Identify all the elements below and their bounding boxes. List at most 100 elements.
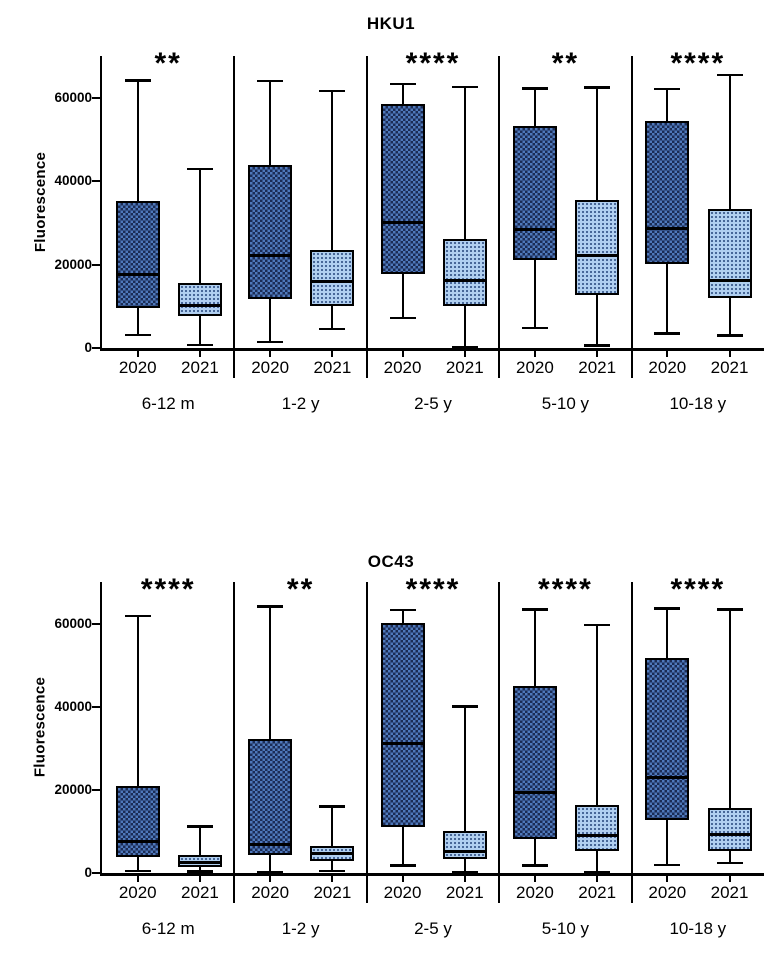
x-tick-mark — [533, 876, 536, 882]
year-label: 2021 — [710, 883, 749, 902]
y-tick-mark — [92, 622, 101, 625]
box-2021 — [575, 805, 620, 851]
year-label: 2020 — [648, 883, 687, 902]
y-tick-label: 40000 — [54, 173, 92, 189]
whisker-cap-top — [584, 623, 611, 627]
group-divider — [365, 56, 368, 378]
group-label: 2-5 y — [414, 919, 452, 938]
box-2021 — [177, 282, 222, 317]
group-label: 1-2 y — [281, 394, 320, 413]
group-label: 5-10 y — [541, 394, 590, 413]
median-line — [382, 221, 423, 225]
year-label: 2020 — [516, 883, 554, 902]
box-2021 — [310, 250, 355, 306]
median-line — [709, 832, 750, 836]
group-label: 1-2 y — [281, 919, 320, 938]
group-label: 6-12 m — [141, 394, 195, 413]
x-tick-mark — [666, 351, 669, 357]
whisker-cap-bottom — [521, 864, 548, 867]
y-tick-mark — [92, 705, 101, 708]
whisker-cap-bottom — [389, 316, 416, 320]
year-label: 2021 — [313, 358, 352, 377]
year-label: 2021 — [313, 883, 352, 902]
median-line — [250, 843, 291, 847]
whisker-cap-top — [186, 167, 213, 171]
year-label: 2021 — [445, 358, 484, 377]
year-label: 2021 — [578, 358, 617, 377]
y-tick-mark — [92, 347, 101, 349]
x-tick-mark — [728, 351, 731, 357]
whisker-cap-top — [716, 73, 743, 77]
whisker-cap-top — [654, 607, 681, 610]
x-tick-mark — [728, 876, 731, 882]
whisker-cap-top — [257, 79, 284, 83]
y-tick-mark — [92, 96, 101, 99]
median-line — [514, 791, 555, 795]
box-2020 — [248, 165, 293, 299]
chart-title: OC43 — [367, 552, 415, 571]
x-tick-mark — [269, 876, 272, 882]
x-tick-mark — [401, 876, 404, 882]
group-divider — [498, 56, 501, 378]
x-tick-mark — [198, 351, 201, 357]
whisker — [198, 168, 201, 345]
whisker-cap-bottom — [124, 869, 151, 873]
group-label: 2-5 y — [414, 394, 452, 413]
x-tick-mark — [331, 876, 334, 882]
plot-area: ** 6-12 m 2020 2021 1-2 y 2020 2021 **** 2-5 y 20… — [100, 49, 764, 413]
x-tick-mark — [331, 351, 334, 357]
whisker — [463, 706, 466, 873]
median-line — [312, 279, 353, 283]
whisker — [331, 806, 334, 871]
significance-stars: **** — [670, 573, 726, 606]
y-tick-label: 40000 — [54, 698, 92, 714]
whisker-cap-bottom — [451, 345, 478, 349]
box-2021 — [707, 209, 752, 299]
significance-stars: **** — [538, 573, 593, 606]
significance-stars: ** — [154, 47, 182, 80]
year-label: 2020 — [383, 883, 422, 902]
group-divider — [365, 582, 368, 903]
whisker-cap-top — [389, 82, 416, 86]
whisker-cap-top — [186, 825, 213, 828]
whisker-cap-bottom — [319, 869, 346, 873]
whisker-cap-bottom — [521, 326, 548, 330]
whisker-cap-bottom — [186, 343, 213, 347]
whisker-cap-top — [124, 79, 151, 82]
box-2020 — [115, 785, 160, 857]
box-2020 — [115, 201, 160, 309]
median-line — [577, 253, 618, 257]
group-divider — [630, 56, 633, 378]
x-tick-mark — [463, 876, 466, 882]
whisker — [596, 624, 599, 873]
whisker-cap-top — [389, 608, 416, 612]
group-label: 5-10 y — [541, 919, 590, 938]
x-tick-mark — [666, 876, 669, 882]
y-tick-mark — [92, 180, 101, 183]
median-line — [117, 272, 158, 276]
x-tick-mark — [596, 876, 599, 882]
significance-stars: ** — [286, 573, 315, 606]
x-tick-mark — [533, 351, 536, 357]
whisker — [728, 74, 731, 336]
median-line — [444, 850, 485, 854]
median-line — [709, 278, 750, 282]
group-label: 10-18 y — [669, 394, 727, 413]
significance-stars: **** — [405, 573, 461, 606]
whisker-cap-top — [451, 85, 478, 89]
whisker-cap-bottom — [716, 334, 743, 337]
year-label: 2020 — [251, 358, 290, 377]
box-2020 — [645, 657, 690, 820]
whisker-cap-top — [584, 86, 611, 89]
whisker-cap-bottom — [654, 332, 681, 335]
whisker — [331, 90, 334, 329]
year-label: 2020 — [251, 883, 290, 902]
year-label: 2021 — [578, 883, 617, 902]
median-line — [117, 840, 158, 844]
whisker-cap-bottom — [124, 333, 151, 337]
median-line — [647, 227, 688, 231]
whisker-cap-top — [257, 605, 284, 608]
group-label: 6-12 m — [141, 919, 195, 938]
y-tick-mark — [92, 872, 101, 874]
